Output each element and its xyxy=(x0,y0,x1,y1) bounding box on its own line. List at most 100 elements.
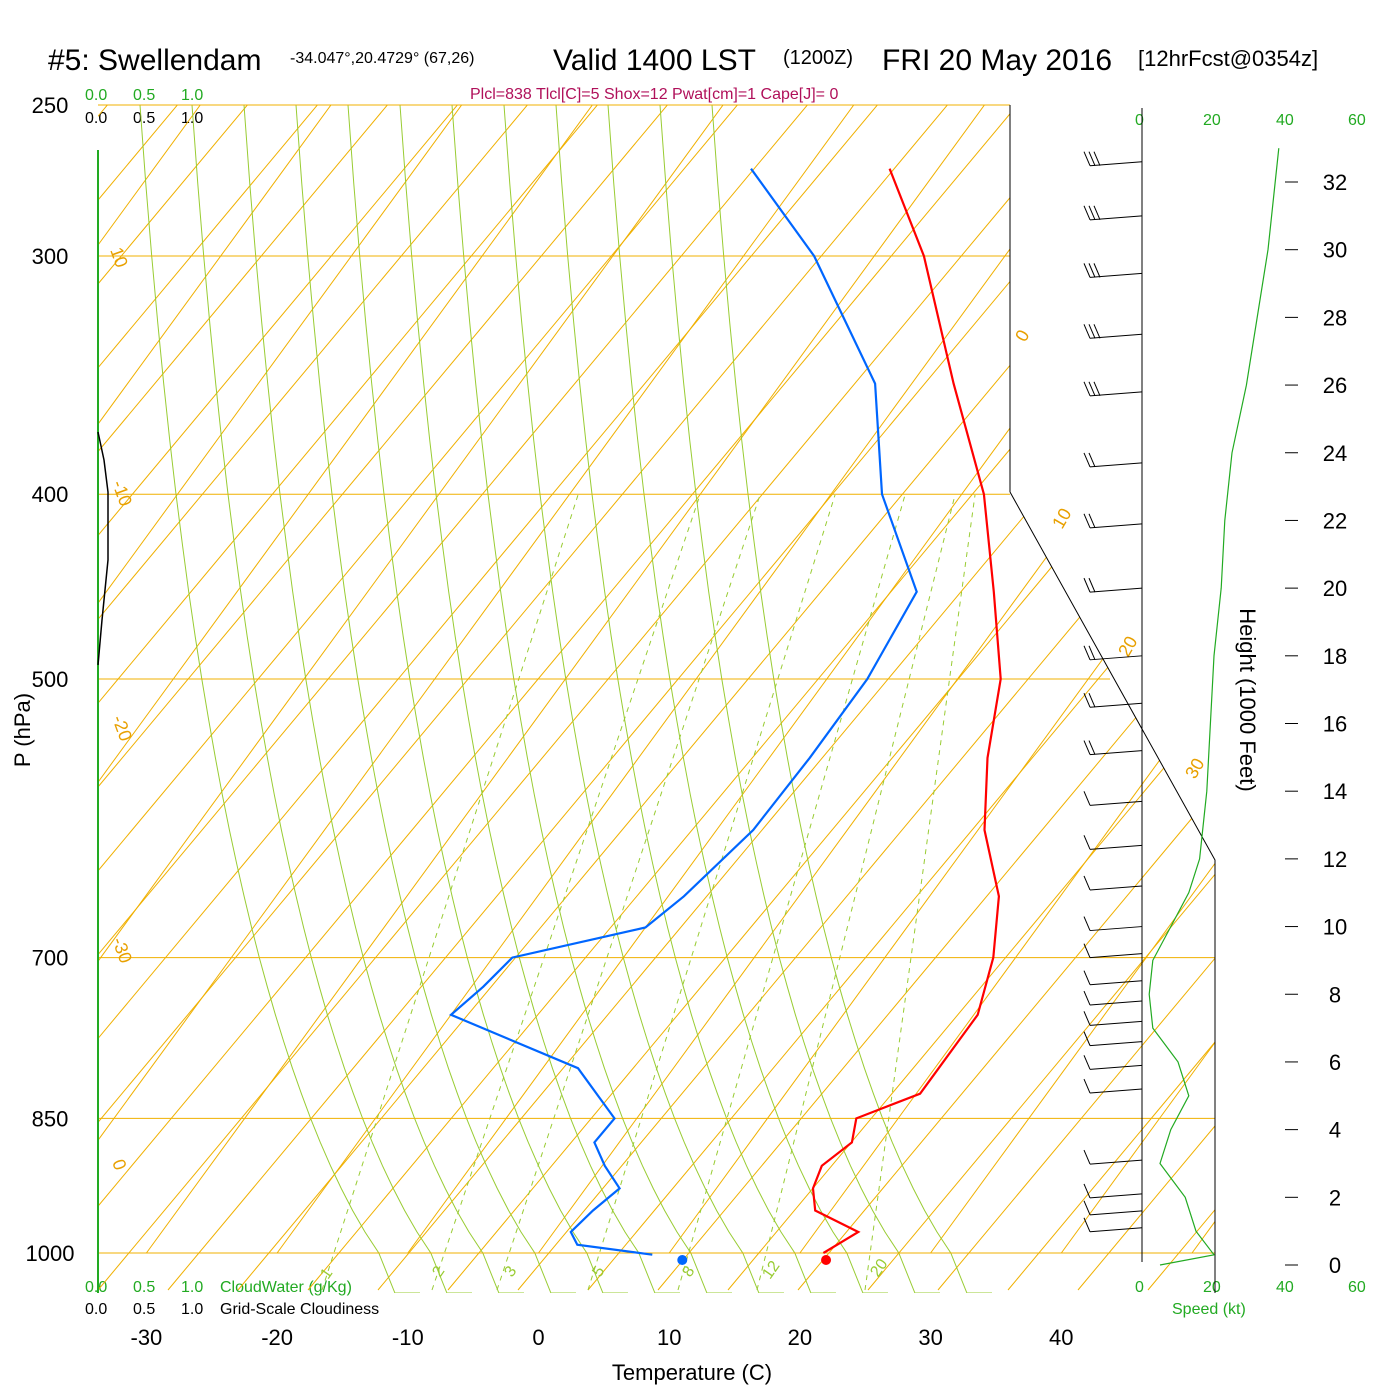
surface-dewpoint-marker xyxy=(677,1255,688,1265)
svg-text:40: 40 xyxy=(1276,1279,1294,1296)
isotherm-line xyxy=(1060,105,1215,1254)
isotherm-line xyxy=(1191,105,1215,1254)
dry-adiabat-line xyxy=(98,105,893,1291)
forecast-info: [12hrFcst@0354z] xyxy=(1138,46,1318,71)
svg-text:0.0: 0.0 xyxy=(85,110,107,127)
height-tick-label: 6 xyxy=(1329,1050,1341,1075)
dry-adiabat-line xyxy=(98,105,1033,1291)
moist-adiabat-line xyxy=(243,105,524,1293)
svg-text:1.0: 1.0 xyxy=(181,110,203,127)
isotherm-line xyxy=(98,105,463,1254)
svg-text:0.5: 0.5 xyxy=(133,1279,155,1296)
temperature-tick-label: 20 xyxy=(788,1325,812,1350)
dry-adiabat-line xyxy=(797,105,1215,1291)
height-tick-label: 18 xyxy=(1323,644,1347,669)
dry-adiabat-line xyxy=(98,105,613,1291)
isotherm-label: 0 xyxy=(1011,326,1033,345)
moist-adiabat-line xyxy=(347,105,628,1293)
svg-text:0: 0 xyxy=(1135,112,1144,129)
wind-barb xyxy=(1083,1055,1143,1070)
dry-adiabat-line xyxy=(937,105,1215,1291)
wind-barb xyxy=(1083,645,1143,661)
moist-adiabat-line xyxy=(503,105,784,1293)
moist-adiabat-line xyxy=(139,105,420,1293)
y-axis-title: P (hPa) xyxy=(10,693,35,767)
wind-barb xyxy=(1083,1149,1143,1165)
dry-adiabat-line xyxy=(98,105,1215,1291)
dry-adiabat-line xyxy=(1007,105,1215,1291)
mixing-ratio-line xyxy=(864,494,976,1291)
moist-adiabat-line xyxy=(711,105,992,1293)
mixing-ratio-line xyxy=(677,494,906,1291)
height-tick-label: 24 xyxy=(1323,441,1347,466)
cloudwater-label: CloudWater (g/Kg) xyxy=(220,1279,352,1296)
wind-barb xyxy=(1083,513,1143,529)
temperature-tick-label: 10 xyxy=(657,1325,681,1350)
svg-text:0.0: 0.0 xyxy=(85,1301,107,1318)
pressure-tick-label: 400 xyxy=(32,482,69,507)
station-coords: -34.047°,20.4729° (67,26) xyxy=(290,50,474,67)
isotherm-label: 0 xyxy=(108,1157,130,1173)
svg-text:0.5: 0.5 xyxy=(133,110,155,127)
svg-text:1.0: 1.0 xyxy=(181,1301,203,1318)
pressure-tick-label: 300 xyxy=(32,244,69,269)
moist-adiabat-line xyxy=(659,105,940,1293)
wind-barb xyxy=(1083,791,1143,806)
height-tick-label: 16 xyxy=(1323,712,1347,737)
isotherm-label: 30 xyxy=(1181,755,1208,782)
mixing-ratio-label: 2 xyxy=(429,1263,448,1280)
dry-adiabat-line xyxy=(867,105,1215,1291)
wind-layer xyxy=(1083,108,1280,1266)
svg-text:0: 0 xyxy=(1135,1279,1144,1296)
wind-barb xyxy=(1083,990,1143,1006)
dry-adiabat-line xyxy=(98,105,1173,1291)
surface-temperature-marker xyxy=(821,1255,832,1265)
moist-adiabat-line xyxy=(191,105,472,1293)
wind-barb xyxy=(1083,740,1143,756)
isotherm-line xyxy=(930,105,1215,1254)
wind-speed-scale-bottom: 0 20 40 60 Speed (kt) xyxy=(1135,1279,1366,1318)
wind-barb xyxy=(1083,1031,1143,1047)
height-tick-label: 22 xyxy=(1323,508,1347,533)
isotherm-label: -10 xyxy=(108,478,136,509)
wind-barb xyxy=(1083,916,1143,932)
top-cloudiness-scale: 0.0 0.5 1.0 xyxy=(85,110,203,127)
station-title: #5: Swellendam xyxy=(48,44,261,77)
wind-barb xyxy=(1083,324,1143,339)
temperature-tick-label: 40 xyxy=(1049,1325,1073,1350)
stats-line: Plcl=838 Tlcl[C]=5 Shox=12 Pwat[cm]=1 Ca… xyxy=(470,86,838,103)
data-layer xyxy=(97,168,1002,1265)
wind-barb xyxy=(1083,263,1143,278)
pressure-tick-label: 500 xyxy=(32,667,69,692)
dry-adiabat-line xyxy=(377,105,1215,1291)
dry-adiabat-line xyxy=(657,105,1215,1291)
dewpoint-series-line xyxy=(448,168,918,1256)
moist-adiabat-line xyxy=(607,105,888,1293)
zulu-time: (1200Z) xyxy=(783,47,853,69)
moist-adiabat-line xyxy=(295,105,576,1293)
top-cloudwater-scale: 0.0 0.5 1.0 xyxy=(85,87,203,104)
dry-adiabat-line xyxy=(727,105,1215,1291)
svg-text:1.0: 1.0 xyxy=(181,87,203,104)
isotherm-line xyxy=(1323,105,1400,1253)
valid-time: Valid 1400 LST xyxy=(553,44,756,77)
wind-barb xyxy=(1083,835,1143,850)
dry-adiabat-line xyxy=(98,105,263,1291)
dry-adiabat-line xyxy=(98,105,473,1291)
dry-adiabat-line xyxy=(447,105,1215,1291)
mixing-ratio-label: 3 xyxy=(501,1263,520,1280)
height-tick-label: 10 xyxy=(1323,915,1347,940)
temperature-tick-label: -20 xyxy=(261,1325,293,1350)
svg-text:0.5: 0.5 xyxy=(133,87,155,104)
isotherm-label: -20 xyxy=(108,713,136,744)
wind-speed-label: Speed (kt) xyxy=(1172,1301,1246,1318)
wind-barb xyxy=(1083,1011,1143,1026)
svg-text:40: 40 xyxy=(1276,112,1294,129)
pressure-tick-label: 850 xyxy=(32,1106,69,1131)
svg-text:0.5: 0.5 xyxy=(133,1301,155,1318)
dry-adiabat-line xyxy=(98,105,823,1291)
mixing-ratio-label: 20 xyxy=(867,1256,891,1280)
height-tick-label: 12 xyxy=(1323,847,1347,872)
height-tick-label: 28 xyxy=(1323,305,1347,330)
